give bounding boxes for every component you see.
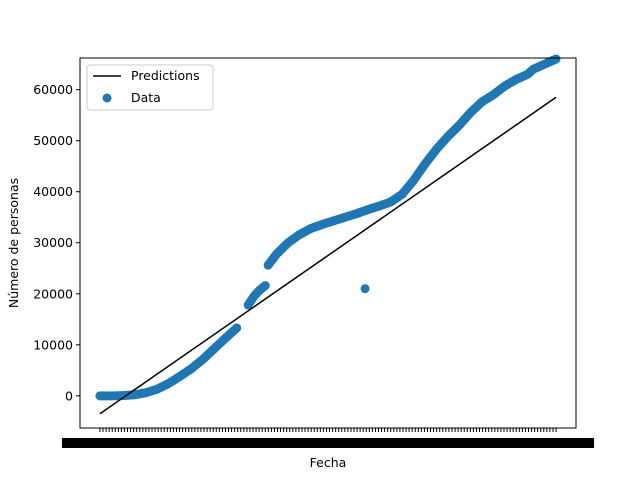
y-tick-label: 10000 xyxy=(33,337,73,352)
data-point xyxy=(360,284,370,294)
legend-data-swatch xyxy=(102,93,112,103)
predictions-line xyxy=(99,96,557,415)
y-tick-label: 50000 xyxy=(33,133,73,148)
axes-layer: 0 10000 20000 30000 40000 50000 60000 xyxy=(33,82,595,448)
x-tick-labels-overlap xyxy=(61,438,595,448)
legend: Predictions Data xyxy=(86,64,214,111)
legend-data-label: Data xyxy=(131,90,161,105)
y-tick-label: 60000 xyxy=(33,82,73,97)
y-tick-label: 0 xyxy=(65,388,73,403)
data-point xyxy=(259,282,269,292)
data-layer xyxy=(95,54,561,415)
y-tick-label: 40000 xyxy=(33,184,73,199)
data-point xyxy=(550,55,560,65)
y-tick-label: 30000 xyxy=(33,235,73,250)
y-axis-label: Número de personas xyxy=(6,178,21,308)
plot-frame xyxy=(79,57,577,429)
legend-predictions-label: Predictions xyxy=(131,68,200,83)
y-tick-label: 20000 xyxy=(33,286,73,301)
data-point xyxy=(230,324,240,334)
x-axis-label: Fecha xyxy=(310,455,347,470)
